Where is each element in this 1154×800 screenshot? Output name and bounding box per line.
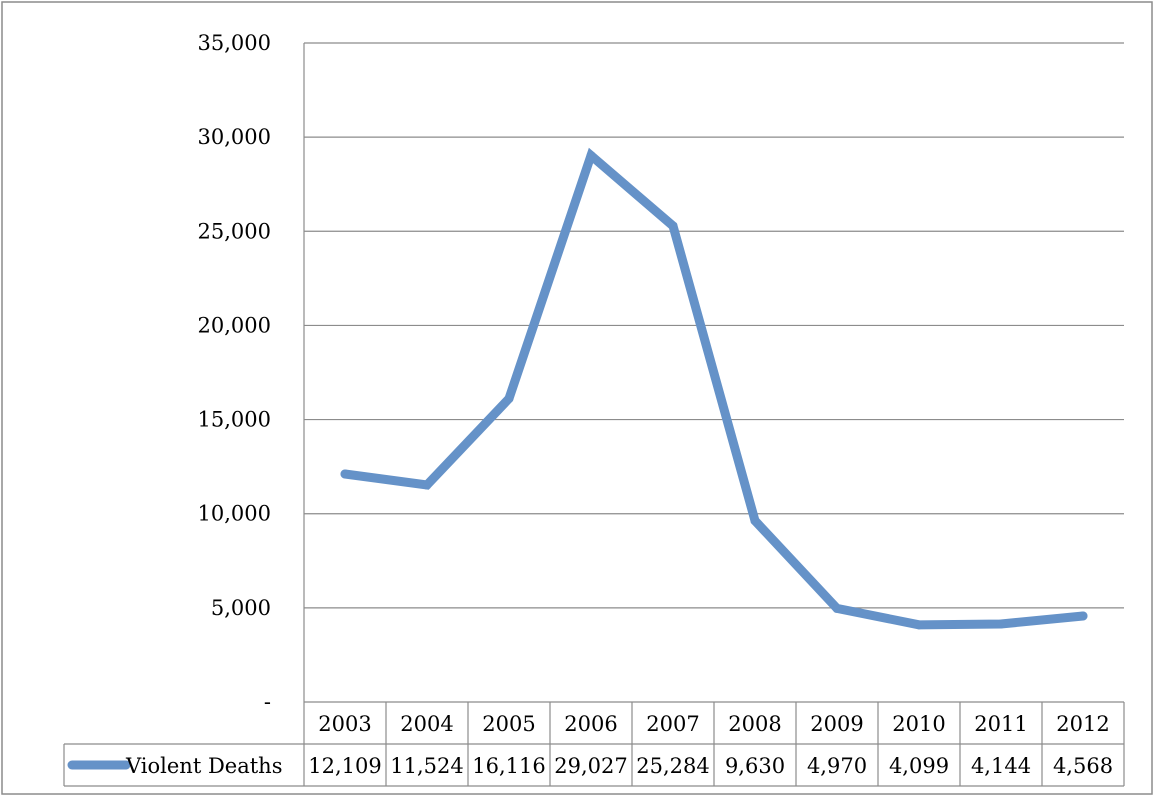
x-tick-label: 2009 (810, 712, 863, 736)
y-tick-label: 5,000 (211, 596, 271, 620)
data-value-label: 9,630 (725, 754, 785, 778)
x-tick-label: 2007 (646, 712, 699, 736)
data-value-label: 25,284 (636, 754, 709, 778)
data-value-label: 11,524 (390, 754, 463, 778)
series-line-violent-deaths (340, 147, 1088, 630)
y-tick-label: 20,000 (198, 313, 271, 337)
y-tick-label: 30,000 (198, 125, 271, 149)
data-point (422, 480, 432, 490)
data-point (750, 516, 760, 526)
data-value-label: 12,109 (308, 754, 381, 778)
x-tick-label: 2012 (1056, 712, 1109, 736)
legend-label: Violent Deaths (125, 754, 282, 778)
data-table: 2003 2004 2005 2006 2007 2008 2009 2010 2011 2012… (63, 701, 1125, 787)
series-layer (340, 147, 1088, 630)
data-point (914, 620, 924, 630)
data-point (832, 603, 842, 613)
x-tick-label: 2010 (892, 712, 945, 736)
y-tick-label: 25,000 (198, 219, 271, 243)
x-tick-label: 2005 (482, 712, 535, 736)
y-tick-label: 15,000 (198, 408, 271, 432)
data-value-label: 4,099 (889, 754, 949, 778)
y-tick-label: - (264, 690, 271, 714)
x-tick-label: 2006 (564, 712, 617, 736)
data-point (1078, 611, 1088, 621)
x-tick-label: 2008 (728, 712, 781, 736)
data-point (996, 619, 1006, 629)
y-tick-label: 10,000 (198, 502, 271, 526)
data-value-label: 16,116 (472, 754, 545, 778)
data-value-label: 4,970 (807, 754, 867, 778)
x-tick-label: 2003 (318, 712, 371, 736)
gridlines (303, 42, 1124, 702)
x-tick-label: 2004 (400, 712, 453, 736)
data-point (340, 469, 350, 479)
y-axis-tick-labels: - 5,000 10,000 15,000 20,000 25,000 30,000 35,0… (198, 31, 271, 714)
data-point (504, 394, 514, 404)
x-tick-label: 2011 (974, 712, 1027, 736)
data-point (668, 221, 678, 231)
data-point (586, 150, 596, 160)
y-tick-label: 35,000 (198, 31, 271, 55)
data-value-label: 4,568 (1053, 754, 1113, 778)
data-value-label: 29,027 (554, 754, 627, 778)
data-value-label: 4,144 (971, 754, 1031, 778)
